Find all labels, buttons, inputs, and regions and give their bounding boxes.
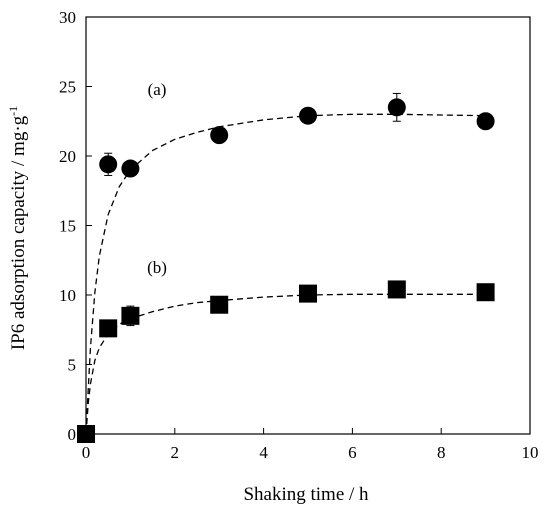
data-point-circle: [476, 112, 495, 131]
error-bars: [104, 92, 490, 335]
annotations: (a) (b): [147, 80, 167, 277]
y-axis-label-superscript: -1: [6, 106, 20, 116]
x-tick-label: 6: [348, 443, 357, 462]
data-point-circle: [99, 155, 118, 174]
fit-curve-0: [85, 113, 486, 435]
x-axis-label: Shaking time / h: [243, 484, 369, 505]
data-points: [77, 98, 495, 443]
fit-curve-1: [85, 293, 486, 435]
data-point-circle: [210, 126, 229, 145]
y-axis-label: IP6 adsorption capacity / mg·g-1: [6, 106, 29, 350]
data-point-circle: [387, 98, 406, 117]
x-tick-label: 4: [259, 443, 268, 462]
y-tick-label: 5: [68, 356, 77, 375]
y-tick-label: 25: [59, 78, 76, 97]
data-point-square: [99, 319, 118, 338]
data-point-square: [476, 283, 495, 302]
y-tick-label: 10: [59, 286, 76, 305]
y-tick-label: 30: [59, 8, 76, 27]
x-tick-label: 2: [171, 443, 180, 462]
x-axis-ticks: 0 2 4 6 8 10: [82, 428, 539, 462]
fit-curves: [85, 113, 486, 435]
data-point-circle: [121, 159, 140, 178]
data-point-square: [387, 280, 406, 299]
y-axis-label-main: IP6 adsorption capacity / mg·g: [8, 115, 29, 350]
x-tick-label: 8: [437, 443, 446, 462]
series-annotation: (b): [147, 258, 167, 277]
data-point-square: [299, 284, 317, 303]
x-tick-label: 0: [82, 443, 91, 462]
y-tick-label: 15: [59, 217, 76, 236]
y-axis-ticks: 0 5 10 15 20 25 30: [59, 8, 92, 444]
data-point-square: [210, 295, 229, 314]
data-point-square: [77, 425, 95, 443]
data-point-square: [121, 306, 140, 325]
y-tick-label: 0: [68, 425, 77, 444]
y-tick-label: 20: [59, 147, 76, 166]
x-tick-label: 10: [522, 443, 539, 462]
data-point-circle: [299, 106, 317, 125]
series-annotation: (a): [148, 80, 167, 99]
